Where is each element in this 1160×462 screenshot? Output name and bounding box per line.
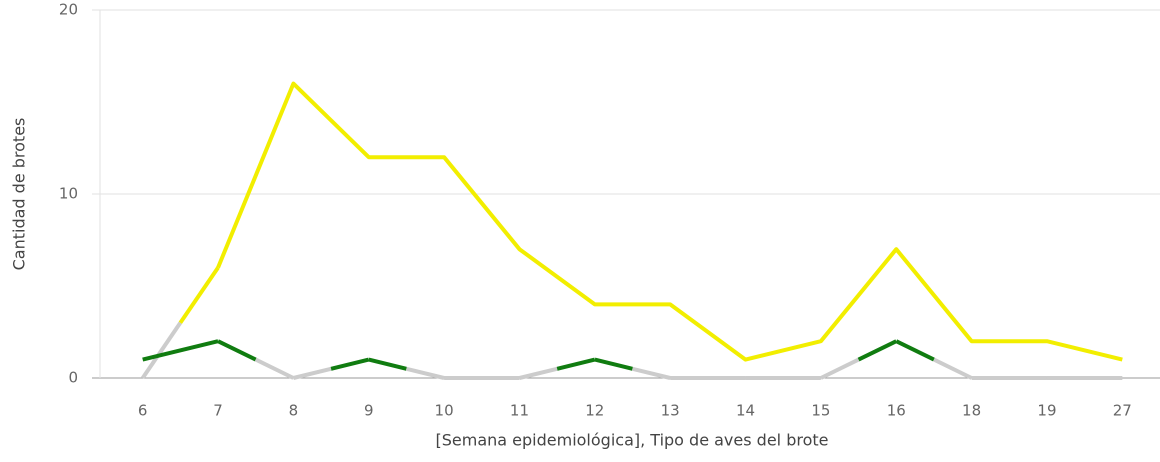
line-stub	[857, 339, 898, 362]
x-axis-title: [Semana epidemiológica], Tipo de aves de…	[436, 431, 829, 450]
x-tick-label: 13	[661, 402, 680, 420]
gap-connector	[292, 366, 332, 380]
line-stub	[178, 266, 220, 324]
line-stub	[594, 357, 633, 371]
x-tick-label: 27	[1113, 402, 1132, 420]
x-tick-label: 11	[510, 402, 529, 420]
x-tick-label: 7	[213, 402, 223, 420]
x-tick-label: 12	[585, 402, 604, 420]
x-tick-label: 19	[1037, 402, 1056, 420]
y-axis-title: Cantidad de brotes	[10, 118, 29, 271]
gap-connector	[254, 357, 295, 380]
line-stub	[556, 357, 596, 371]
line-stub	[217, 339, 257, 362]
x-tick-label: 14	[736, 402, 755, 420]
x-tick-label: 6	[138, 402, 148, 420]
line-stub	[895, 339, 935, 362]
gap-connector	[518, 366, 558, 380]
x-tick-label: 9	[364, 402, 374, 420]
line-stub	[368, 357, 407, 371]
line-series	[142, 339, 219, 362]
x-tick-label: 18	[962, 402, 981, 420]
y-tick-label: 20	[59, 1, 78, 19]
y-tick-label: 0	[68, 369, 78, 387]
gap-connector	[933, 357, 973, 380]
x-tick-label: 16	[887, 402, 906, 420]
gap-connector	[820, 357, 860, 380]
y-tick-label: 10	[59, 185, 78, 203]
x-tick-label: 10	[435, 402, 454, 420]
gap-connector	[405, 366, 445, 380]
x-tick-label: 8	[289, 402, 299, 420]
line-stub	[330, 357, 370, 371]
gap-connector	[632, 366, 671, 380]
line-series	[216, 81, 1123, 362]
x-tick-label: 15	[811, 402, 830, 420]
gap-connector	[141, 321, 183, 380]
